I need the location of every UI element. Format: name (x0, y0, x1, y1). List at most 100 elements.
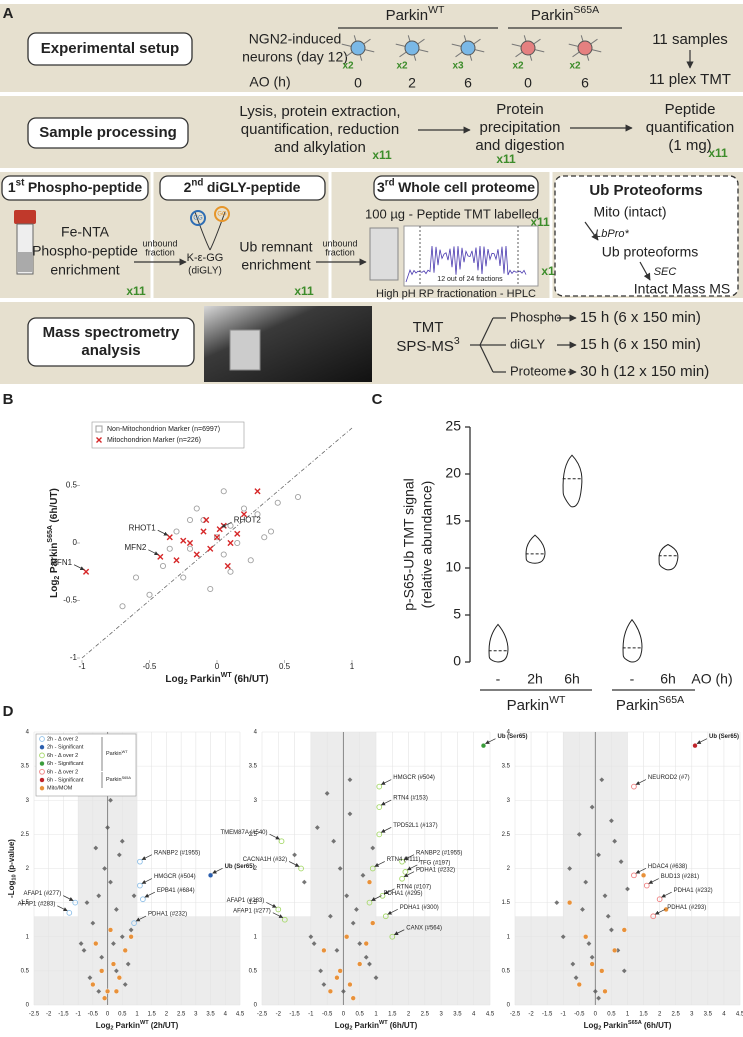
point (108, 797, 113, 803)
group-label: ParkinS65A (616, 694, 684, 714)
leader (380, 799, 392, 806)
point (589, 954, 595, 960)
label: AO (h) (249, 74, 290, 90)
point (328, 913, 333, 919)
point (193, 551, 200, 558)
x-tick-label: 0.5 (356, 1012, 365, 1018)
x-tick-label: 2 (407, 1012, 411, 1018)
step-text: precipitation (480, 119, 561, 136)
point (166, 545, 173, 552)
point (294, 493, 302, 501)
point (357, 941, 363, 946)
legend-group: ParkinWT (106, 750, 128, 758)
text-part: Parkin (106, 751, 122, 757)
point (39, 736, 45, 742)
point (140, 896, 146, 903)
point-label: MFN2 (125, 543, 147, 552)
point (159, 562, 167, 570)
y-axis-label: Log2 ParkinS65A (6h/UT) (47, 488, 61, 598)
point (116, 975, 122, 981)
y-axis-label: p-S65-Ub TMT signal (401, 478, 417, 611)
point (90, 920, 96, 926)
y-tick-label: 3.5 (502, 764, 511, 770)
sup: WT (379, 1020, 388, 1026)
point-label: AFAP1 (#283) (227, 898, 265, 904)
branch (479, 344, 494, 373)
x-tick-label: 3 (194, 1012, 198, 1018)
point (344, 934, 350, 940)
point (347, 981, 353, 988)
point (203, 516, 210, 524)
leader (635, 779, 647, 785)
x-tick-label: -2.5 (257, 1012, 268, 1018)
x-tick-label: 0 (594, 1012, 598, 1018)
y-tick-label: 0 (254, 1003, 258, 1009)
point-label: RHOT1 (129, 523, 157, 532)
section-title: Mass spectrometry (43, 324, 180, 341)
label: Phospho (510, 309, 561, 324)
x-tick-label: -1 (308, 1012, 314, 1018)
point (96, 437, 102, 443)
point (186, 545, 194, 552)
point (114, 907, 119, 912)
point (128, 927, 134, 933)
point (602, 893, 608, 899)
x-tick-label: 1 (135, 1012, 139, 1018)
point (576, 981, 582, 988)
point (227, 568, 234, 575)
chromatogram (403, 225, 539, 287)
x-tick-label: 3.5 (453, 1012, 462, 1018)
y-tick-label: -0.5 (63, 596, 77, 605)
point (99, 954, 105, 960)
point-label: PDHA1 (#232) (674, 888, 713, 894)
point (331, 838, 337, 844)
leader (648, 878, 659, 884)
y-tick-label: 0.5 (502, 968, 511, 974)
multiplier: x11 (294, 284, 314, 298)
point-label: MFN1 (50, 558, 72, 567)
x-tick-label: 1 (350, 662, 355, 671)
point-label: Ub (Ser65) (225, 864, 255, 870)
point (200, 528, 207, 535)
group-label: ParkinWT (507, 694, 566, 714)
point (102, 866, 108, 871)
point-label: RTN4 (#153) (393, 796, 428, 802)
sup: nd (191, 177, 203, 188)
x-tick-label: -1.5 (289, 1012, 300, 1018)
point (39, 777, 45, 783)
step-text: Peptide (665, 101, 716, 118)
y-tick-label: 2 (507, 866, 511, 872)
x-tick-label: 3.5 (704, 1012, 713, 1018)
sup: S65A (658, 694, 684, 706)
text-part: Parkin (190, 674, 221, 685)
point (216, 526, 223, 533)
leader (661, 891, 672, 898)
point-label: PDHA1 (#232) (148, 912, 187, 918)
x-tick-label: -1 (75, 1012, 81, 1018)
point-label: RTN4 (#111) (387, 857, 421, 863)
point (360, 872, 366, 878)
point (354, 907, 359, 912)
panel-label: C (372, 391, 383, 408)
point (93, 940, 99, 947)
point (39, 785, 45, 791)
point (186, 516, 194, 524)
point-label: AFAP1 (#283) (18, 901, 56, 907)
point (173, 557, 180, 564)
leader (387, 908, 398, 915)
leader (272, 912, 284, 919)
x-tick-label: 3 (439, 1012, 443, 1018)
y-tick-label: 3.5 (249, 764, 258, 770)
x-tick-label: -2.5 (510, 1012, 521, 1018)
label: Mito (intact) (593, 204, 666, 220)
y-tick-label: 4 (26, 730, 30, 736)
point (376, 831, 383, 838)
point-label: RANBP2 (#1955) (416, 850, 462, 856)
time: 0 (354, 75, 362, 91)
step-text: (1 mg) (668, 137, 711, 154)
label: K-ε-GG (187, 252, 224, 264)
point (193, 505, 200, 512)
box (159, 175, 326, 201)
x-axis-label: Log2 ParkinWT (6h/UT) (165, 672, 268, 686)
y-tick-label: 3 (254, 798, 258, 804)
